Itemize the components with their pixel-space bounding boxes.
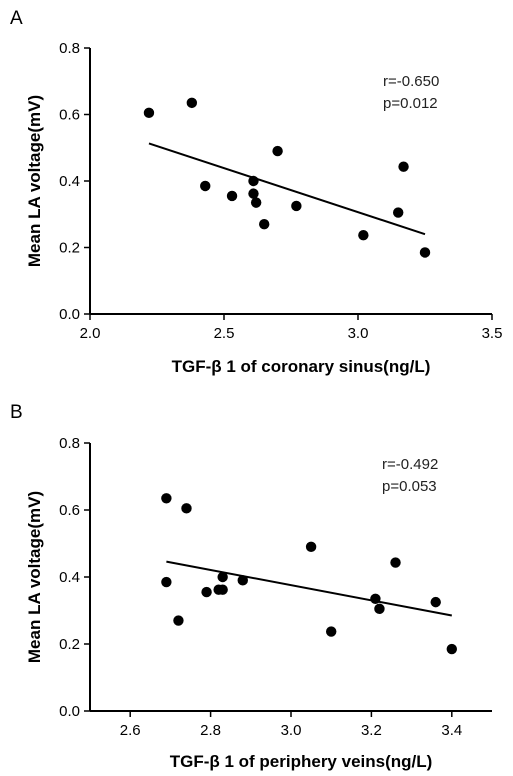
data-point [398, 161, 409, 172]
data-point [248, 188, 259, 199]
data-point [393, 207, 404, 218]
y-tick-label: 0.8 [59, 435, 80, 452]
correlation-r-label: r=-0.492 [382, 456, 438, 473]
data-point [217, 571, 228, 583]
data-point [291, 200, 302, 212]
data-point [200, 180, 211, 192]
data-point [143, 107, 155, 119]
data-point [430, 596, 441, 608]
data-point [419, 247, 431, 258]
x-axis-title: TGF-β 1 of periphery veins(ng/L) [170, 752, 433, 771]
x-axis-title: TGF-β 1 of coronary sinus(ng/L) [172, 357, 431, 376]
y-tick-label: 0.6 [59, 107, 80, 124]
panel-label: B [10, 402, 23, 423]
x-tick-label: 3.4 [441, 722, 462, 739]
data-point [358, 229, 369, 241]
data-point [237, 575, 248, 586]
data-point [161, 576, 172, 588]
data-point [186, 97, 198, 109]
y-tick-label: 0.4 [59, 569, 80, 586]
chart-panel-b: B 0.0 0.2 0.4 0.6 0.8 2.6 2.8 3.0 3.2 3.4 Mean LA v… [10, 402, 492, 771]
data-point [272, 145, 283, 157]
data-point [217, 584, 228, 595]
y-axis-title: Mean LA voltage(mV) [25, 491, 44, 663]
y-tick-label: 0.0 [59, 306, 80, 323]
data-point [248, 175, 259, 187]
x-tick-label: 3.2 [361, 722, 382, 739]
panel-label: A [10, 8, 23, 29]
data-point [161, 493, 172, 504]
x-tick-label: 3.5 [482, 325, 503, 342]
y-tick-label: 0.2 [59, 240, 80, 257]
data-point [305, 541, 317, 553]
x-tick-label: 3.0 [348, 325, 369, 342]
p-value-label: p=0.053 [382, 478, 437, 495]
p-value-label: p=0.012 [383, 95, 438, 112]
y-tick-label: 0.0 [59, 703, 80, 720]
x-tick-label: 3.0 [281, 722, 302, 739]
x-tick-label: 2.8 [200, 722, 221, 739]
correlation-r-label: r=-0.650 [383, 73, 439, 90]
y-tick-label: 0.8 [59, 40, 80, 57]
data-point [250, 197, 262, 208]
data-point [181, 503, 192, 514]
y-tick-label: 0.4 [59, 173, 80, 190]
y-tick-label: 0.2 [59, 636, 80, 653]
x-tick-label: 2.6 [120, 722, 141, 739]
data-point [390, 557, 401, 568]
data-point [173, 615, 184, 626]
x-tick-label: 2.5 [214, 325, 235, 342]
data-point [370, 593, 381, 604]
regression-line [166, 560, 452, 617]
data-point [326, 626, 337, 637]
chart-panel-a: A 0.0 0.2 0.4 0.6 0.8 2.0 2.5 3.0 3.5 Mean LA volt… [10, 8, 502, 376]
data-point [201, 586, 212, 598]
y-axis-title: Mean LA voltage(mV) [25, 95, 44, 267]
data-point [259, 219, 270, 230]
data-point [226, 190, 238, 202]
y-tick-label: 0.6 [59, 502, 80, 519]
data-point [446, 643, 457, 655]
x-tick-label: 2.0 [80, 325, 101, 342]
data-point [374, 603, 385, 615]
regression-line [148, 142, 426, 236]
